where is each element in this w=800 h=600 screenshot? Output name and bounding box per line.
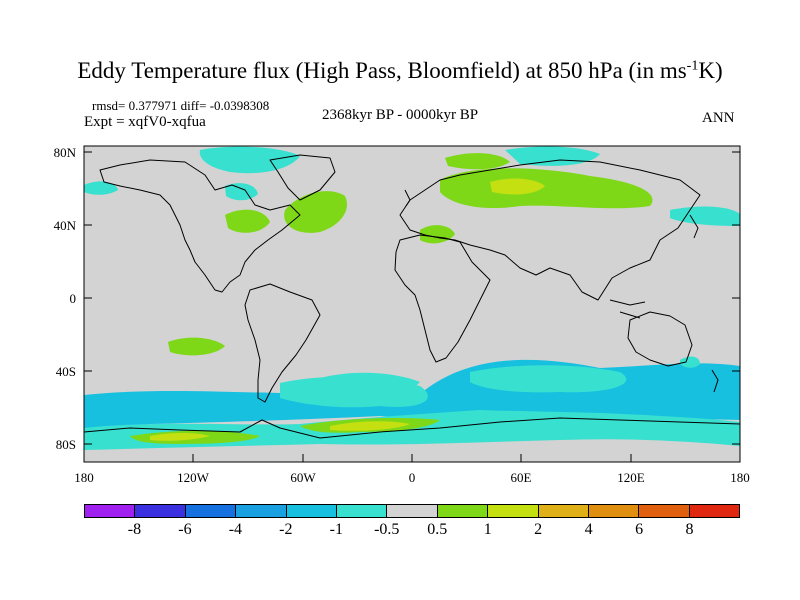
lon-label-0: 0 xyxy=(408,470,416,485)
australia-coast xyxy=(627,311,693,367)
lon-label-120e: 120E xyxy=(617,470,645,485)
islands-japan xyxy=(689,214,699,239)
colorbar-label: 8 xyxy=(685,521,694,538)
greenland-coast xyxy=(269,154,336,201)
experiment-label: Expt = xqfV0-xqfua xyxy=(84,114,206,130)
south-atlantic-patch xyxy=(320,372,420,393)
lon-label-120w: 120W xyxy=(177,470,209,485)
lon-label-60e: 60E xyxy=(510,470,532,485)
hudson-cyan xyxy=(225,183,258,201)
colorbar-label: -4 xyxy=(228,521,243,538)
colorbar-box xyxy=(185,505,237,517)
colorbar-box xyxy=(387,505,438,517)
colorbar-box xyxy=(135,505,186,517)
colorbar-box xyxy=(689,505,740,517)
colorbar-box xyxy=(286,505,337,517)
tick-marks xyxy=(83,151,741,462)
nw-pacific-cyan xyxy=(670,206,740,226)
colorbar-label: -0.5 xyxy=(374,521,400,538)
africa-coast xyxy=(394,234,491,363)
colorbar-label: -2 xyxy=(279,521,293,538)
lon-label-60w: 60W xyxy=(290,470,316,485)
antarctica-coast xyxy=(84,417,740,439)
title-main: Eddy Temperature flux (High Pass, Bloomf… xyxy=(77,58,687,83)
ross-yellow-patch xyxy=(150,433,210,441)
colorbar-box xyxy=(85,505,136,517)
colorbar-label: 2 xyxy=(534,521,543,538)
north-america-coast xyxy=(99,159,301,293)
south-america-coast xyxy=(244,283,321,403)
colorbar-box xyxy=(236,505,287,517)
chart-title: Eddy Temperature flux (High Pass, Bloomf… xyxy=(0,58,800,84)
south-pacific-green-blob xyxy=(168,337,225,356)
australia-cyan xyxy=(680,356,700,368)
north-atlantic-green xyxy=(284,191,348,233)
siberia-yellow xyxy=(490,178,545,195)
lat-label-80n: 80N xyxy=(53,145,76,160)
colorbar-label: 6 xyxy=(635,521,644,538)
colorbar xyxy=(84,504,740,518)
rmsd-diff-text: rmsd= 0.377971 diff= -0.0398308 xyxy=(92,98,270,113)
coastlines xyxy=(84,154,740,439)
alaska-cyan xyxy=(84,181,118,195)
colorbar-box xyxy=(588,505,640,517)
islands-uk xyxy=(404,189,411,207)
colorbar-label: -8 xyxy=(127,521,142,538)
lat-label-40n: 40N xyxy=(53,218,76,233)
colorbar-box xyxy=(437,505,489,517)
colorbar-label: 4 xyxy=(584,521,593,538)
lon-label-180w: 180 xyxy=(74,470,94,485)
siberia-green xyxy=(440,168,653,209)
period-label: 2368kyr BP - 0000kyr BP xyxy=(322,107,479,123)
islands-indonesia xyxy=(609,299,646,319)
arctic-green xyxy=(445,153,510,170)
colorbar-box xyxy=(488,505,539,517)
lat-label-80s: 80S xyxy=(55,437,76,452)
lon-label-180e: 180 xyxy=(730,470,750,485)
colorbar-box xyxy=(639,505,690,517)
colorbar-label: 1 xyxy=(483,521,492,538)
colorbar-box xyxy=(538,505,589,517)
title-end: K) xyxy=(698,58,723,83)
colorbar-label: 0.5 xyxy=(427,521,448,538)
colorbar-box xyxy=(336,505,388,517)
lat-label-0: 0 xyxy=(69,291,77,306)
weddell-yellow-patch xyxy=(330,421,410,431)
colorbar-label: -1 xyxy=(329,521,343,538)
north-america-green xyxy=(225,209,270,233)
islands-nz xyxy=(711,369,719,393)
season-label: ANN xyxy=(702,110,735,126)
colorbar-label: -6 xyxy=(178,521,192,538)
title-superscript: -1 xyxy=(686,58,699,74)
lat-label-40s: 40S xyxy=(55,364,76,379)
indian-ocean-patch xyxy=(470,365,627,393)
europe-asia-coast xyxy=(399,159,701,301)
